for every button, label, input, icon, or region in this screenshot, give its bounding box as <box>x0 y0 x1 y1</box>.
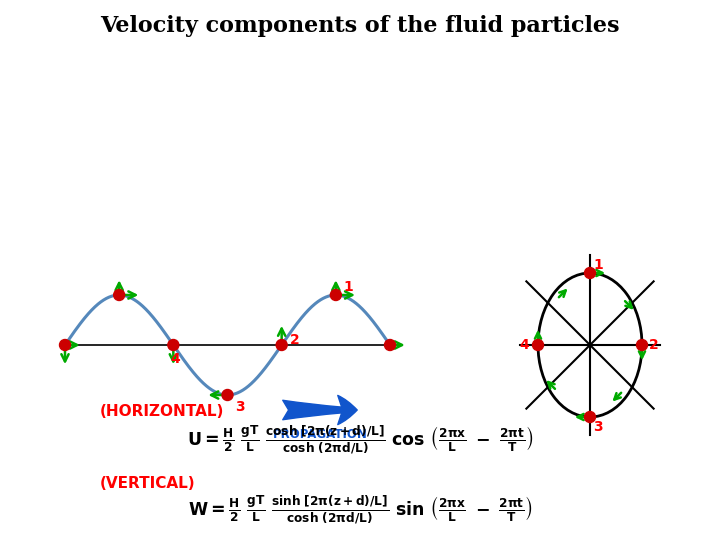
Text: 1: 1 <box>593 258 603 272</box>
Circle shape <box>60 340 71 350</box>
Circle shape <box>222 389 233 401</box>
Text: (HORIZONTAL): (HORIZONTAL) <box>100 404 225 420</box>
Text: 3: 3 <box>593 420 603 434</box>
Circle shape <box>330 289 341 300</box>
Circle shape <box>276 340 287 350</box>
Text: 2: 2 <box>649 338 659 352</box>
Circle shape <box>585 411 595 422</box>
Circle shape <box>114 289 125 300</box>
Text: 4: 4 <box>171 352 180 366</box>
Text: Velocity components of the fluid particles: Velocity components of the fluid particl… <box>100 15 620 37</box>
Circle shape <box>585 267 595 279</box>
Text: 1: 1 <box>344 280 354 294</box>
Circle shape <box>533 340 544 350</box>
Text: 3: 3 <box>235 400 245 414</box>
Circle shape <box>636 340 647 350</box>
Text: 4: 4 <box>519 338 529 352</box>
Text: (VERTICAL): (VERTICAL) <box>100 476 196 490</box>
Text: $\mathbf{W = \frac{H}{2}\ \frac{gT}{L}\ \frac{sinh\ [2\pi(z+d)/L]}{cosh\ (2\pi d: $\mathbf{W = \frac{H}{2}\ \frac{gT}{L}\ … <box>187 494 533 526</box>
Text: PROPAGATION: PROPAGATION <box>273 428 367 441</box>
Circle shape <box>384 340 395 350</box>
Text: 2: 2 <box>289 333 300 347</box>
Circle shape <box>168 340 179 350</box>
Text: $\mathbf{U = \frac{H}{2}\ \frac{gT}{L}\ \frac{cosh\ [2\pi(z+d)/L]}{cosh\ (2\pi d: $\mathbf{U = \frac{H}{2}\ \frac{gT}{L}\ … <box>186 423 534 456</box>
